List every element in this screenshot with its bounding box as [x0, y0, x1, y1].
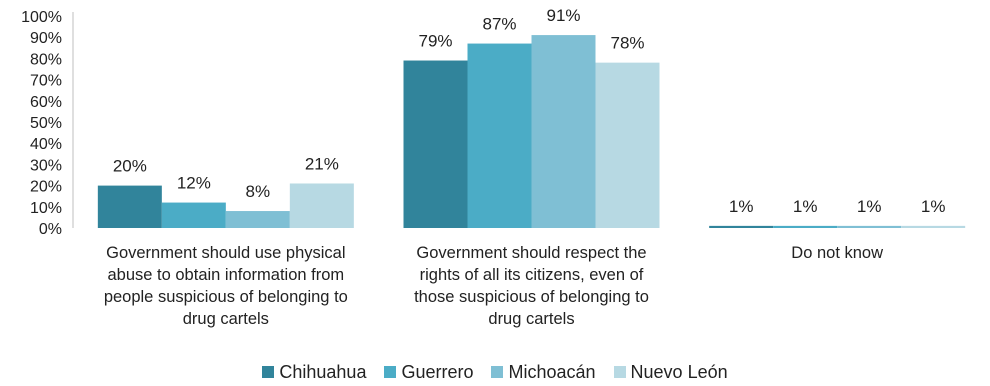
y-tick-label: 20%	[30, 179, 62, 196]
data-label: 21%	[305, 154, 339, 173]
legend: Chihuahua Guerrero Michoacán Nuevo León	[0, 360, 990, 384]
category-labels: Government should use physical abuse to o…	[104, 244, 883, 328]
bar-michoac-n	[837, 225, 902, 228]
legend-item: Chihuahua	[262, 362, 366, 383]
legend-swatch	[613, 366, 626, 378]
category-label: Government should use physical abuse to o…	[104, 244, 348, 328]
data-label: 1%	[729, 197, 754, 216]
bar-chihuahua	[403, 60, 468, 228]
data-label: 79%	[418, 32, 452, 51]
bar-guerrero	[773, 225, 838, 228]
bars	[97, 35, 966, 229]
legend-swatch	[384, 366, 397, 378]
y-axis: 0% 10% 20% 30% 40% 50% 60% 70% 80% 90% 100%	[21, 9, 74, 238]
category-label: Do not know	[791, 244, 883, 262]
data-label: 1%	[857, 197, 882, 216]
bar-nuevo-le-n	[901, 225, 966, 228]
category-label: Government should respect the rights of a…	[414, 244, 649, 328]
y-tick-label: 80%	[30, 51, 62, 68]
legend-label: Guerrero	[401, 361, 474, 382]
bar-michoac-n	[225, 211, 290, 228]
data-label: 87%	[482, 15, 516, 34]
bar-chart: 0% 10% 20% 30% 40% 50% 60% 70% 80% 90% 100% 20% 12%…	[21, 6, 966, 328]
y-tick-label: 30%	[30, 157, 62, 174]
y-tick-label: 70%	[30, 73, 62, 90]
data-labels: 20% 12% 8% 21% 79% 87% 91% 78% 1% 1% 1% 1%	[113, 6, 946, 216]
legend-label: Chihuahua	[279, 361, 367, 382]
data-label: 78%	[610, 34, 644, 53]
bar-nuevo-le-n	[289, 183, 354, 228]
data-label: 8%	[246, 182, 271, 201]
y-tick-label: 0%	[39, 221, 62, 238]
data-label: 1%	[921, 197, 946, 216]
y-tick-label: 60%	[30, 94, 62, 111]
legend-item: Michoacán	[491, 361, 596, 383]
y-tick-label: 50%	[30, 115, 62, 132]
y-tick-label: 10%	[30, 200, 62, 217]
bar-chihuahua	[709, 225, 774, 228]
data-label: 12%	[177, 174, 211, 193]
y-tick-label: 90%	[30, 30, 62, 47]
data-label: 91%	[546, 6, 580, 25]
bar-chihuahua	[97, 185, 162, 228]
legend-swatch	[491, 366, 504, 378]
bar-michoac-n	[531, 35, 596, 228]
legend-label: Nuevo León	[630, 361, 728, 382]
legend-item: Guerrero	[384, 362, 473, 383]
bar-guerrero	[161, 202, 226, 228]
data-label: 1%	[793, 197, 818, 216]
bar-nuevo-le-n	[595, 62, 660, 228]
y-tick-label: 40%	[30, 136, 62, 153]
legend-swatch	[262, 366, 275, 378]
data-label: 20%	[113, 157, 147, 176]
legend-item: Nuevo León	[613, 361, 728, 383]
legend-label: Michoacán	[508, 361, 596, 382]
bar-guerrero	[467, 43, 532, 229]
y-tick-label: 100%	[21, 9, 62, 26]
